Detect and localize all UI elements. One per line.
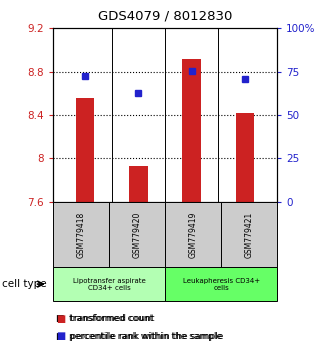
Text: GSM779419: GSM779419	[188, 211, 198, 258]
Text: ■: ■	[56, 314, 65, 324]
Text: GSM779420: GSM779420	[132, 211, 142, 258]
Text: transformed count: transformed count	[69, 314, 153, 323]
Bar	[236, 113, 254, 202]
Bar	[76, 98, 94, 202]
Text: GDS4079 / 8012830: GDS4079 / 8012830	[98, 10, 232, 22]
Text: Leukapheresis CD34+
cells: Leukapheresis CD34+ cells	[182, 278, 260, 291]
Text: percentile rank within the sample: percentile rank within the sample	[69, 332, 222, 341]
Text: GSM779418: GSM779418	[76, 211, 85, 258]
Text: ■: ■	[56, 331, 65, 341]
Bar	[182, 59, 201, 202]
Text: ■  transformed count: ■ transformed count	[56, 314, 154, 323]
Text: GSM779421: GSM779421	[245, 211, 254, 258]
Text: Lipotransfer aspirate
CD34+ cells: Lipotransfer aspirate CD34+ cells	[73, 278, 145, 291]
Text: cell type: cell type	[2, 279, 46, 289]
Bar	[129, 166, 148, 202]
Text: ■  percentile rank within the sample: ■ percentile rank within the sample	[56, 332, 223, 341]
